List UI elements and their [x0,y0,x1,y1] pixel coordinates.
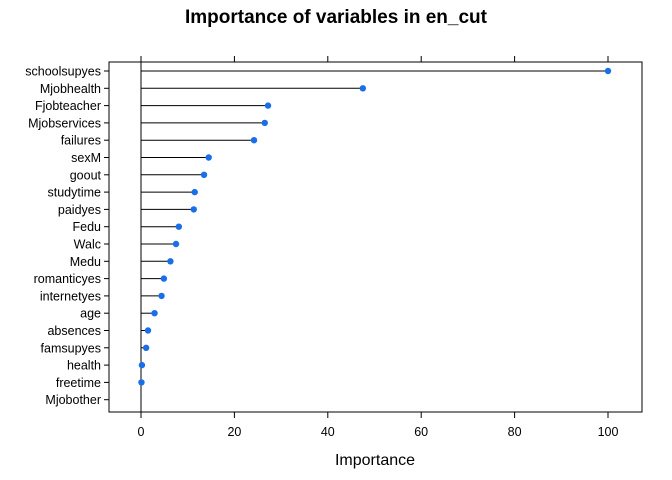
importance-point [250,137,258,144]
x-tick-label: 0 [138,425,145,439]
x-tick-label: 60 [414,425,428,439]
importance-point [167,258,174,265]
plot-frame [108,61,643,413]
chart-title: Importance of variables in en_cut [185,7,488,28]
y-tick-label: failures [61,134,101,148]
y-tick-label: age [80,307,101,321]
y-tick-label: schoolsupyes [25,65,101,79]
y-tick-label: Mjobservices [28,116,101,130]
y-tick-label: paidyes [58,203,101,217]
importance-point [191,188,198,196]
importance-point [175,223,183,230]
importance-point [359,85,367,92]
y-tick-label: famsupyes [41,341,101,355]
importance-point [138,379,145,386]
x-tick-label: 20 [227,425,241,439]
y-tick-label: Medu [70,255,101,269]
x-tick-label: 100 [598,425,619,439]
importance-point [200,171,208,178]
importance-point [261,119,268,127]
importance-point [160,275,168,282]
importance-point [144,327,152,334]
importance-point [205,154,212,161]
importance-point [264,102,272,109]
y-tick-label: Walc [74,238,101,252]
importance-point [158,292,165,300]
importance-point [172,240,180,248]
y-tick-label: Mjobhealth [40,82,101,96]
y-tick-label: freetime [56,376,101,390]
x-tick-label: 40 [321,425,335,439]
importance-point [604,67,612,75]
y-tick-label: studytime [48,186,102,200]
importance-point [151,310,158,317]
y-tick-label: romanticyes [34,272,101,286]
y-tick-label: Mjobother [45,393,101,407]
y-tick-label: goout [70,168,102,182]
y-tick-label: Fedu [73,220,102,234]
y-tick-label: health [67,359,101,373]
importance-point [190,206,197,213]
y-tick-label: absences [47,324,101,338]
chart-marks: 0 20 40 60 80 100 schoolsupyes Mjobhealth Fjobte… [25,56,618,439]
y-tick-label: internetyes [40,289,101,303]
x-axis-title: Importance [335,452,415,469]
importance-point [142,344,150,351]
importance-point [138,361,146,369]
y-tick-label: Fjobteacher [35,99,101,113]
x-tick-label: 80 [508,425,522,439]
y-tick-label: sexM [71,151,101,165]
